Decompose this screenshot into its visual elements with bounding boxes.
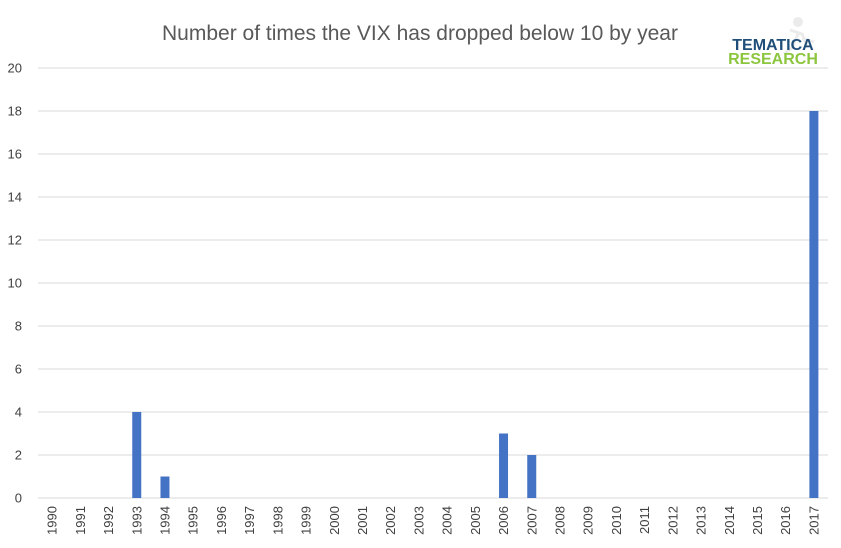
x-tick-label: 1991	[73, 506, 88, 535]
x-tick-label: 1994	[157, 506, 172, 535]
x-tick-label: 2004	[440, 506, 455, 535]
x-tick-label: 2000	[327, 506, 342, 535]
bar-2007	[527, 455, 537, 498]
x-tick-label: 2002	[383, 506, 398, 535]
y-tick-label: 0	[15, 491, 22, 506]
y-tick-label: 6	[15, 362, 22, 377]
y-tick-label: 14	[8, 190, 22, 205]
x-tick-label: 1995	[186, 506, 201, 535]
x-tick-label: 2006	[496, 506, 511, 535]
y-axis-ticks: 0 2 4 6 8 10 12 14 16 18 20	[8, 61, 22, 506]
y-tick-label: 10	[8, 276, 22, 291]
x-tick-label: 2003	[411, 506, 426, 535]
x-tick-label: 2014	[722, 506, 737, 535]
x-tick-label: 2008	[552, 506, 567, 535]
y-tick-label: 8	[15, 319, 22, 334]
y-tick-label: 12	[8, 233, 22, 248]
logo-line-2: RESEARCH	[728, 51, 818, 68]
y-tick-label: 4	[15, 405, 22, 420]
x-tick-label: 1997	[242, 506, 257, 535]
y-tick-label: 16	[8, 147, 22, 162]
runner-silhouette-icon	[783, 17, 815, 56]
logo: TEMATICA RESEARCH	[728, 17, 818, 68]
x-tick-label: 1996	[214, 506, 229, 535]
logo-line-1: TEMATICA	[732, 37, 814, 54]
bar-2017	[809, 111, 819, 498]
x-tick-label: 2011	[637, 506, 652, 534]
x-tick-label: 2017	[806, 506, 821, 535]
x-tick-label: 1992	[101, 506, 116, 535]
x-tick-label: 2015	[750, 506, 765, 535]
x-tick-label: 1990	[45, 506, 60, 535]
x-tick-label: 2013	[694, 506, 709, 535]
chart-title: Number of times the VIX has dropped belo…	[162, 22, 678, 45]
x-tick-label: 2016	[778, 506, 793, 535]
x-tick-label: 2001	[355, 506, 370, 535]
x-tick-label: 1999	[299, 506, 314, 535]
bar-2006	[499, 433, 509, 498]
bar-1993	[132, 412, 142, 498]
x-tick-label: 2012	[665, 506, 680, 535]
x-tick-label: 2005	[468, 506, 483, 535]
bars	[132, 111, 819, 498]
bar-1994	[160, 476, 170, 498]
x-tick-label: 1998	[270, 506, 285, 535]
x-tick-label: 2010	[609, 506, 624, 535]
y-tick-label: 20	[8, 61, 22, 76]
y-tick-label: 18	[8, 104, 22, 119]
grid-lines	[38, 67, 828, 499]
x-tick-label: 2007	[524, 506, 539, 535]
x-tick-label: 1993	[129, 506, 144, 535]
x-axis-ticks: 1990 1991 1992 1993 1994 1995 1996 1997 1998 1999…	[45, 506, 822, 535]
x-tick-label: 2009	[581, 506, 596, 535]
y-tick-label: 2	[15, 448, 22, 463]
